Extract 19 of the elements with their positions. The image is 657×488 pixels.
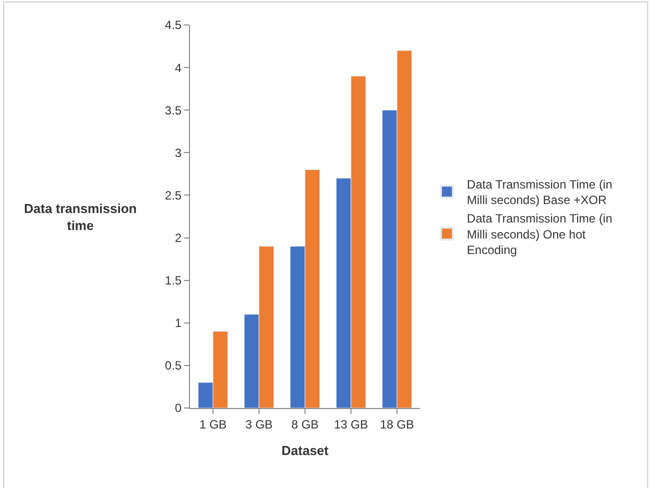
y-tick-label: 2.5 (164, 188, 182, 202)
y-tick-label: 1.5 (164, 274, 182, 288)
x-tick-label: 18 GB (380, 417, 414, 432)
legend-label: Data Transmission Time (in Milli seconds) One hot Encoding (466, 212, 612, 257)
y-tick-label: 3.5 (164, 103, 182, 118)
y-tick-label: 4 (174, 60, 182, 75)
y-tick-label: 0.5 (164, 358, 182, 373)
x-tick-label: 1 GB (199, 417, 227, 432)
y-tick-label: 0 (174, 401, 182, 416)
legend-label: Data Transmission Time (in Milli seconds) Base +XOR (466, 177, 612, 208)
y-tick-label: 1 (174, 316, 182, 330)
y-axis-title: Data transmission time (24, 201, 137, 233)
y-tick-label: 3 (174, 146, 182, 160)
x-tick-label: 8 GB (291, 417, 319, 432)
y-tick-label: 4.5 (164, 18, 182, 32)
x-tick-label: 3 GB (245, 417, 273, 432)
x-tick-label: 13 GB (334, 417, 368, 432)
x-axis-title: Dataset (282, 443, 330, 458)
y-tick-label: 2 (174, 230, 182, 245)
